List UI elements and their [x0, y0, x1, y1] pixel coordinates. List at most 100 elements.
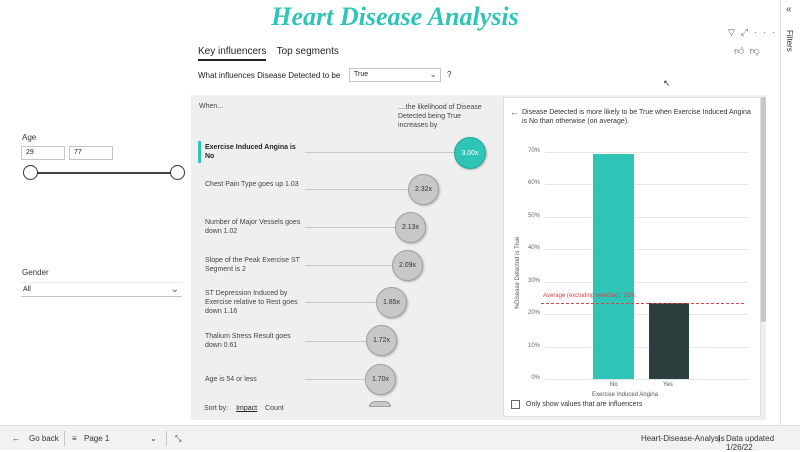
- age-min-input[interactable]: 29: [21, 146, 65, 160]
- question-text: What influences Disease Detected to be: [198, 71, 341, 80]
- influencer-line: [305, 379, 367, 380]
- y-tick-label: 30%: [527, 277, 540, 284]
- chevron-down-icon: ⌄: [170, 284, 179, 295]
- chart-gridline: [545, 184, 748, 186]
- age-slider-min-handle[interactable]: [23, 165, 38, 180]
- column-likelihood: ....the likelihood of Disease Detected b…: [398, 104, 482, 129]
- more-options-icon[interactable]: ···: [754, 27, 782, 37]
- influencer-bubble[interactable]: 3.00x: [454, 137, 486, 169]
- influencer-line: [305, 227, 397, 228]
- chart-gridline: [545, 281, 748, 283]
- average-reference-label: Average (excluding selected): 23%: [543, 293, 636, 299]
- gender-selected: All: [23, 286, 31, 293]
- chart-gridline: [545, 346, 748, 348]
- influencer-bubble[interactable]: 1.85x: [376, 287, 407, 318]
- influencer-label[interactable]: Chest Pain Type goes up 1.03: [205, 181, 299, 188]
- y-tick-label: 0%: [531, 375, 540, 381]
- influencer-line: [305, 152, 455, 153]
- chart-gridline: [545, 216, 748, 218]
- tab-key-influencers[interactable]: Key influencers: [198, 46, 267, 61]
- collapse-icon[interactable]: ⤡: [175, 434, 182, 443]
- influencer-label[interactable]: ST Depression Induced by Exercise relati…: [205, 290, 298, 315]
- age-max-input[interactable]: 77: [69, 146, 113, 160]
- page-selector[interactable]: Page 1: [84, 434, 110, 443]
- filters-pane-label[interactable]: Filters: [785, 30, 794, 52]
- status-bar: ← Go back ≡ Page 1 ⌄ ⤡ Heart-Disease-Ana…: [0, 425, 800, 452]
- influencer-label[interactable]: Age is 54 or less: [205, 376, 257, 383]
- influencer-bubble[interactable]: 1.72x: [366, 325, 397, 356]
- influencer-bubble[interactable]: 2.32x: [408, 174, 439, 205]
- divider: [64, 431, 65, 446]
- target-value: True: [354, 71, 369, 78]
- influencer-line: [305, 189, 410, 190]
- chart-gridline: [545, 152, 748, 153]
- tab-bar: Key influencers Top segments: [198, 46, 347, 61]
- age-slider-max-handle[interactable]: [170, 165, 185, 180]
- y-tick-label: 70%: [527, 148, 540, 154]
- sort-impact[interactable]: Impact: [236, 405, 258, 412]
- sort-count[interactable]: Count: [265, 405, 284, 412]
- influencer-label[interactable]: Number of Major Vessels goes down 1.02: [205, 219, 301, 235]
- influencer-line: [305, 341, 367, 342]
- influencer-label[interactable]: Slope of the Peak Exercise ST Segment is…: [205, 257, 300, 273]
- visual-header: ▽⤢···: [728, 27, 781, 38]
- influencer-line: [305, 302, 377, 303]
- influencer-label[interactable]: Exercise Induced Angina is No: [205, 144, 296, 160]
- report-name: Heart-Disease-Analysis: [641, 434, 725, 443]
- selected-indicator: [198, 141, 201, 163]
- page-list-icon[interactable]: ≡: [72, 434, 77, 443]
- divider: [166, 431, 167, 446]
- focus-mode-icon[interactable]: ⤢: [740, 27, 755, 37]
- thumbs-up-icon[interactable]: 👍︎: [734, 46, 750, 57]
- influencers-only-toggle[interactable]: Only show values that are influencers: [511, 400, 642, 409]
- y-tick-label: 60%: [527, 180, 540, 187]
- x-tick-label: Yes: [663, 382, 673, 388]
- feedback-icons: 👍︎👎︎: [734, 45, 765, 57]
- influencer-bubble[interactable]: 2.13x: [395, 212, 426, 243]
- checkbox-label: Only show values that are influencers: [526, 401, 643, 408]
- influencer-line: [305, 265, 393, 266]
- influencer-bubble[interactable]: 1.70x: [365, 364, 396, 395]
- y-tick-label: 40%: [527, 245, 540, 252]
- go-back-button[interactable]: Go back: [29, 434, 59, 443]
- x-tick-label: No: [610, 382, 618, 388]
- back-arrow-icon[interactable]: ←: [12, 434, 20, 443]
- age-slider-track[interactable]: [30, 172, 178, 174]
- chart-gridline: [545, 249, 748, 251]
- separator: |: [718, 434, 721, 443]
- sort-by: Sort by: Impact Count: [204, 405, 284, 412]
- filter-icon[interactable]: ▽: [728, 27, 741, 37]
- mouse-cursor-icon: ↖: [663, 78, 671, 88]
- influencer-bubble[interactable]: 2.09x: [392, 250, 423, 281]
- thumbs-down-icon[interactable]: 👎︎: [749, 46, 765, 57]
- filters-pane-collapsed[interactable]: « Filters: [780, 0, 800, 425]
- chart-bar-yes[interactable]: [649, 302, 689, 379]
- y-tick-label: 50%: [527, 212, 540, 219]
- gender-dropdown[interactable]: All ⌄: [21, 282, 182, 297]
- sort-label: Sort by:: [204, 405, 229, 412]
- chevron-down-icon[interactable]: ⌄: [150, 434, 157, 443]
- column-when: When...: [199, 103, 224, 110]
- back-arrow-icon[interactable]: ←: [510, 107, 519, 117]
- y-tick-label: 20%: [527, 310, 540, 317]
- target-value-dropdown[interactable]: True ⌄: [349, 68, 441, 82]
- chart-gridline: [545, 379, 748, 380]
- chart-gridline: [545, 314, 748, 316]
- chart-y-axis-title: %Disease Detected is True: [515, 236, 521, 310]
- chevron-down-icon: ⌄: [429, 69, 437, 79]
- chevron-double-left-icon[interactable]: «: [786, 4, 792, 15]
- scrollbar[interactable]: [761, 97, 766, 322]
- chart-bar-no[interactable]: [593, 153, 634, 379]
- data-updated: Data updated 1/26/22: [726, 434, 775, 452]
- gender-slicer-label: Gender: [22, 268, 49, 277]
- y-tick-label: 10%: [527, 342, 540, 349]
- detail-description: Disease Detected is more likely to be Tr…: [522, 109, 751, 125]
- checkbox[interactable]: [511, 400, 520, 409]
- average-reference-line: [541, 303, 744, 304]
- influencer-label[interactable]: Thalium Stress Result goes down 0.61: [205, 333, 291, 349]
- help-icon[interactable]: ?: [447, 70, 452, 79]
- report-title: Heart Disease Analysis: [271, 2, 519, 31]
- age-slicer-label: Age: [22, 133, 37, 142]
- tab-top-segments[interactable]: Top segments: [276, 46, 339, 57]
- chart-x-axis-title: Exercise Induced Angina: [592, 392, 659, 398]
